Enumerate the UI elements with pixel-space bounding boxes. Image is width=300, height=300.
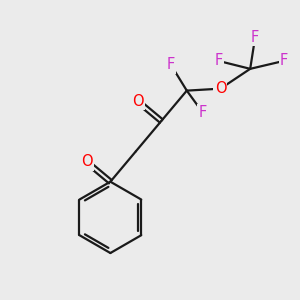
Text: F: F [251, 30, 259, 45]
Text: O: O [132, 94, 143, 109]
Text: O: O [81, 154, 92, 169]
Text: F: F [214, 53, 223, 68]
Text: F: F [167, 57, 175, 72]
Text: F: F [280, 53, 288, 68]
Text: F: F [199, 105, 207, 120]
Text: O: O [215, 81, 226, 96]
